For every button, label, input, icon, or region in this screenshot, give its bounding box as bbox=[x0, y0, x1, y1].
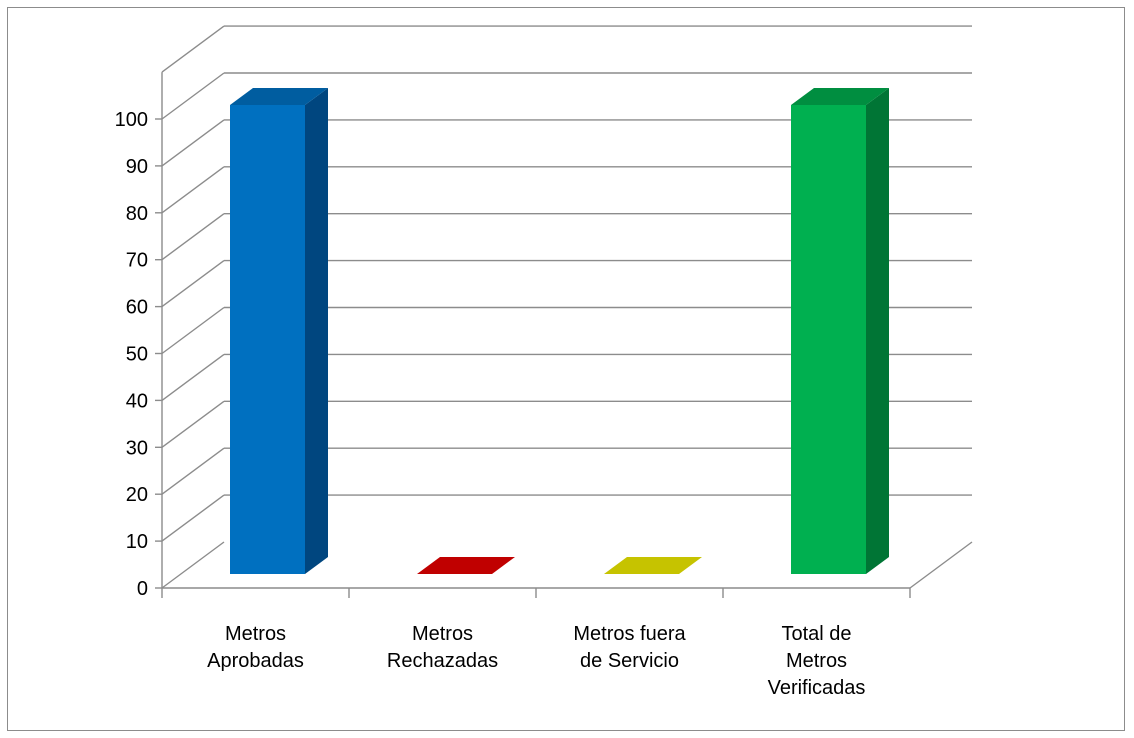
category-label-line: Metros fuera bbox=[573, 623, 686, 645]
y-tick-label: 60 bbox=[126, 297, 148, 319]
bar-side bbox=[305, 88, 328, 574]
chart-frame bbox=[7, 7, 1125, 731]
bar-front bbox=[230, 105, 305, 574]
gridline-diagonal bbox=[161, 72, 225, 120]
category-label-line: Metros bbox=[786, 650, 847, 672]
bar-side bbox=[866, 88, 889, 574]
category-label: Metros Aprobadas bbox=[207, 623, 304, 672]
y-tick-label: 30 bbox=[126, 437, 148, 459]
category-label-line: Verificadas bbox=[768, 677, 866, 699]
y-tick-labels: 0 10 20 30 40 50 60 70 80 90 100 bbox=[115, 109, 148, 600]
y-tick-label: 10 bbox=[126, 531, 148, 553]
y-tick-label: 40 bbox=[126, 390, 148, 412]
y-tick-label: 70 bbox=[126, 250, 148, 272]
category-label-line: Total de bbox=[781, 623, 851, 645]
category-labels: Metros Aprobadas Metros Rechazadas Metros fu… bbox=[207, 623, 865, 699]
gridline-diagonal bbox=[161, 166, 225, 214]
y-tick-label: 90 bbox=[126, 156, 148, 178]
bars bbox=[230, 88, 889, 574]
y-tick-label: 20 bbox=[126, 484, 148, 506]
bar bbox=[417, 557, 515, 574]
gridline-diagonal bbox=[161, 119, 225, 167]
category-label-line: Aprobadas bbox=[207, 650, 304, 672]
bar-top bbox=[417, 557, 515, 574]
floor-edge bbox=[909, 541, 973, 589]
category-label: Metros Rechazadas bbox=[387, 623, 498, 672]
bar-top bbox=[604, 557, 702, 574]
category-label-line: Rechazadas bbox=[387, 650, 498, 672]
bar-front bbox=[791, 105, 866, 574]
category-label-line: Metros bbox=[412, 623, 473, 645]
y-tick-label: 50 bbox=[126, 344, 148, 366]
gridline-diagonal bbox=[161, 306, 225, 355]
gridline-diagonal bbox=[161, 353, 225, 401]
y-tick-label: 100 bbox=[115, 109, 148, 131]
y-tick-label: 80 bbox=[126, 203, 148, 225]
bar bbox=[230, 88, 328, 574]
category-label-line: de Servicio bbox=[580, 650, 679, 672]
gridline-diagonal bbox=[161, 260, 225, 308]
y-tick-label: 0 bbox=[137, 578, 148, 600]
bar bbox=[791, 88, 889, 574]
gridline-diagonal bbox=[161, 400, 225, 448]
category-label: Metros fuera de Servicio bbox=[573, 623, 686, 672]
gridline-diagonal bbox=[161, 541, 225, 589]
category-label: Total de Metros Verificadas bbox=[768, 623, 866, 699]
axes bbox=[155, 72, 973, 598]
bar-top bbox=[230, 88, 328, 105]
category-label-line: Metros bbox=[225, 623, 286, 645]
gridline-diagonal bbox=[161, 447, 225, 495]
gridline-diagonal bbox=[161, 25, 225, 73]
bar bbox=[604, 557, 702, 574]
gridline-diagonal bbox=[161, 494, 225, 542]
gridline-diagonal bbox=[161, 213, 225, 261]
bar-top bbox=[791, 88, 889, 105]
